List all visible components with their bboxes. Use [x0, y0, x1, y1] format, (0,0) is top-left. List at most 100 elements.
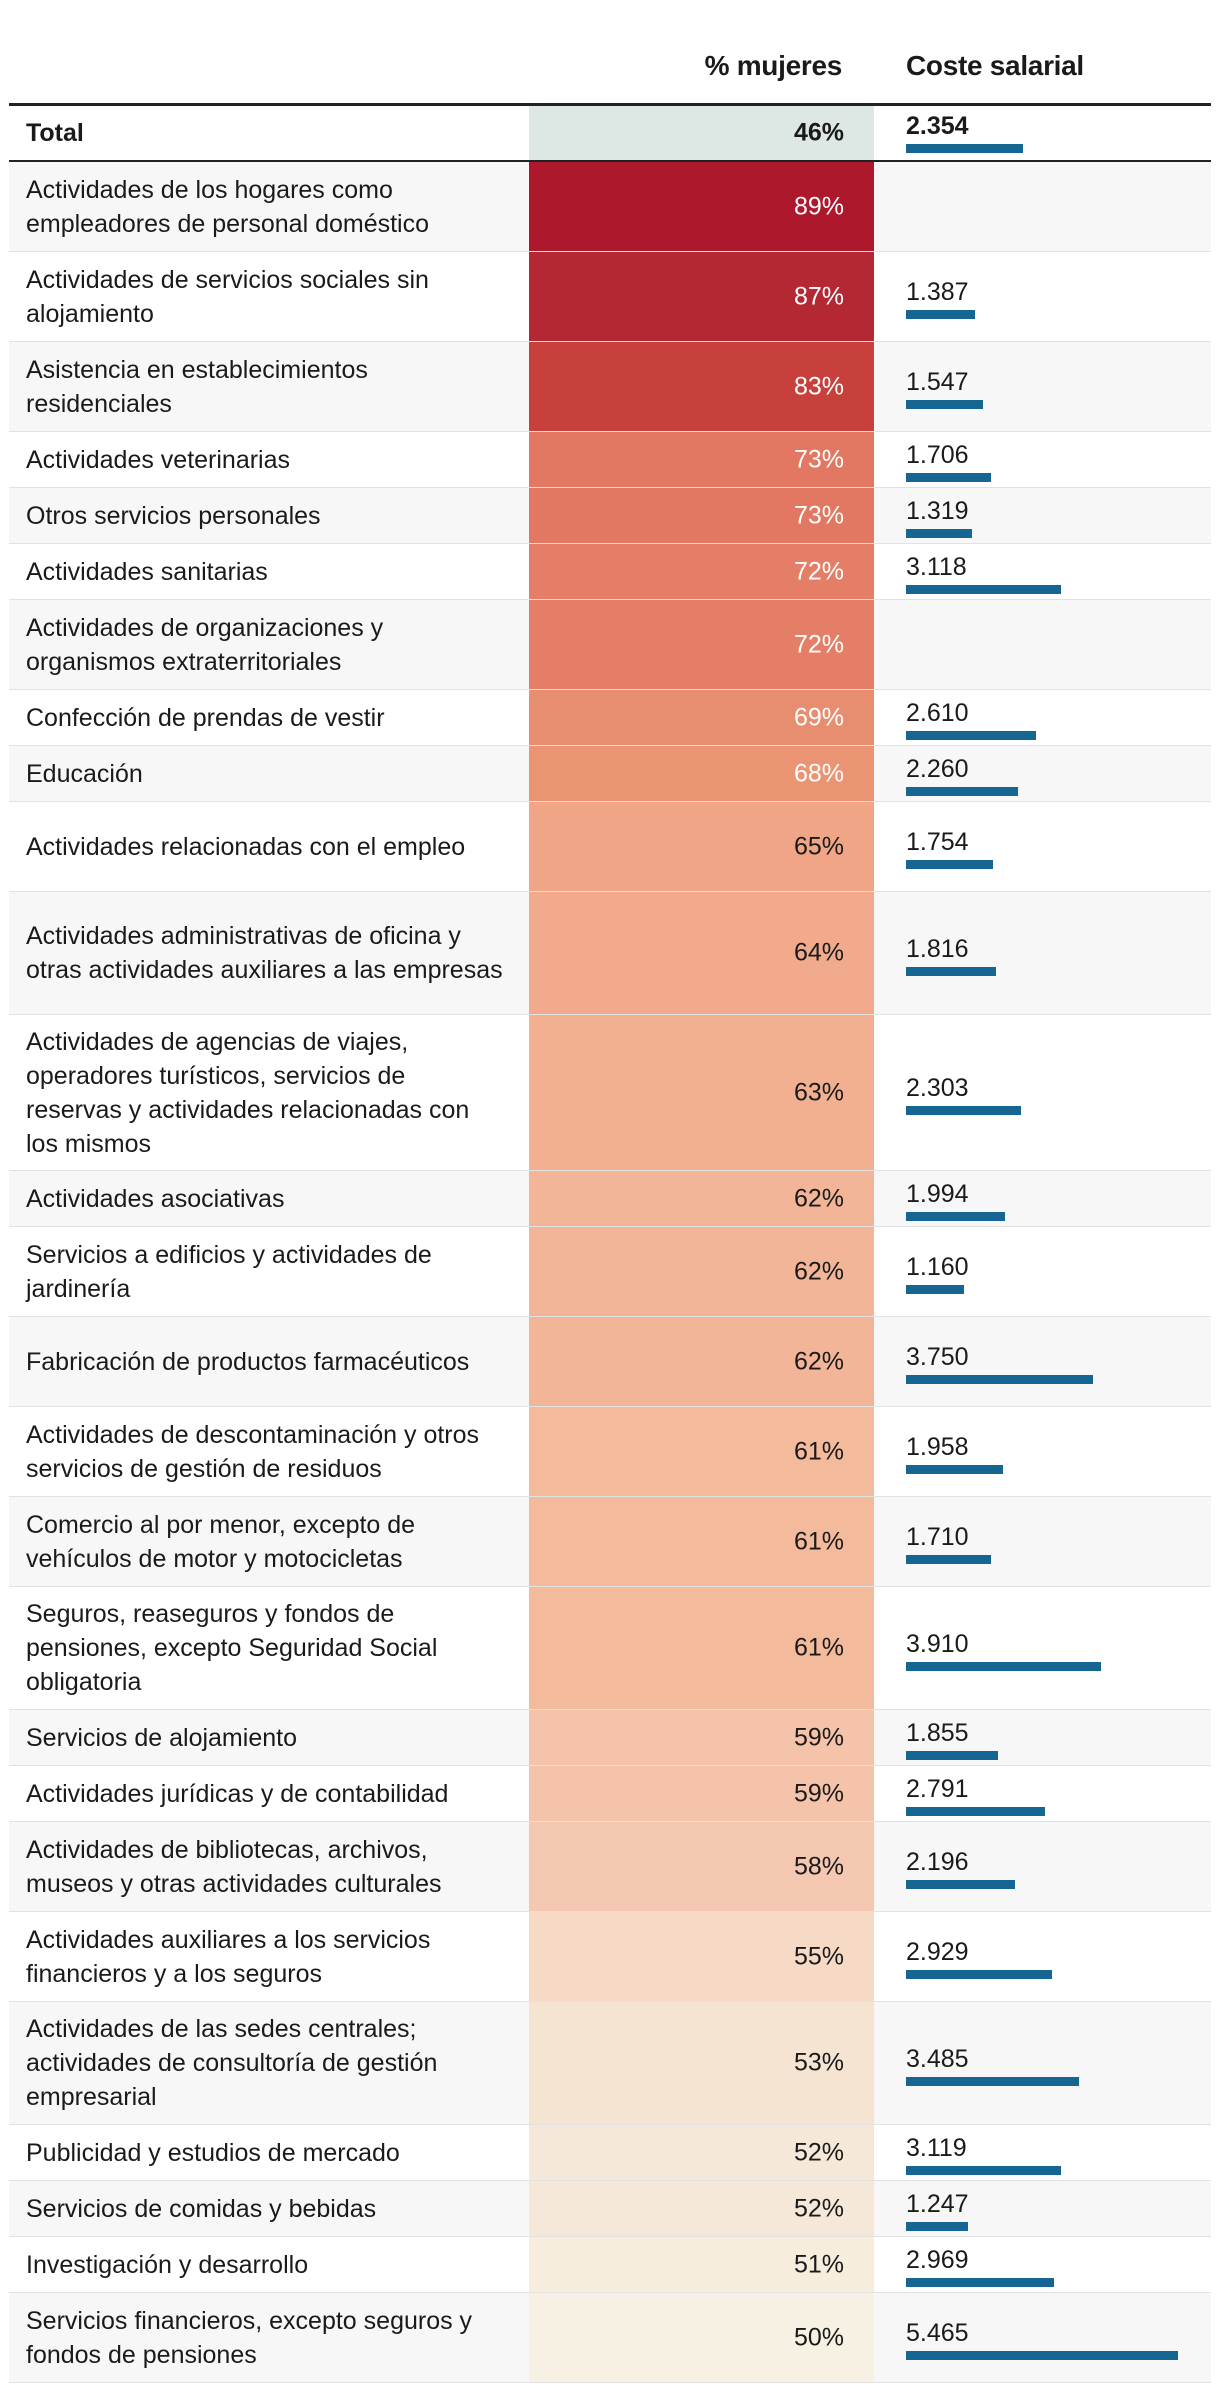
salary-cost-value: 2.196 — [906, 1848, 969, 1876]
pct-women-cell: 50% — [529, 2293, 874, 2382]
table-row: Actividades jurídicas y de contabilidad 5… — [9, 1766, 1211, 1822]
salary-cost-bar — [906, 1807, 1045, 1816]
salary-cost-bar — [906, 1212, 1005, 1221]
pct-women-value: 62% — [793, 1347, 844, 1375]
pct-women-cell: 52% — [529, 2181, 874, 2236]
table-row: Actividades asociativas 62% 1.994 — [9, 1171, 1211, 1227]
salary-cost-bar — [906, 1106, 1021, 1115]
row-label: Servicios financieros, excepto seguros y… — [26, 2306, 473, 2369]
salary-cost-value: 1.816 — [906, 935, 969, 963]
table-row: Actividades de las sedes centrales; acti… — [9, 2002, 1211, 2125]
pct-women-value: 59% — [793, 1723, 844, 1751]
table-row: Fabricación de productos farmacéuticos 62… — [9, 1317, 1211, 1407]
table-row: Publicidad y estudios de mercado 52% 3.119 — [9, 2125, 1211, 2181]
row-label: Actividades de las sedes centrales; acti… — [26, 2015, 438, 2111]
pct-women-value: 72% — [793, 630, 844, 658]
salary-cost-cell — [906, 600, 1206, 689]
salary-cost-cell: 1.387 — [906, 252, 1206, 341]
pct-women-cell: 59% — [529, 1710, 874, 1765]
table-row: Otros servicios personales 73% 1.319 — [9, 488, 1211, 544]
salary-cost-bar — [906, 1285, 964, 1294]
pct-women-cell: 83% — [529, 342, 874, 431]
row-label: Actividades asociativas — [26, 1184, 285, 1213]
salary-cost-cell: 1.160 — [906, 1227, 1206, 1316]
row-label: Actividades administrativas de oficina y… — [26, 922, 503, 984]
pct-women-cell: 61% — [529, 1407, 874, 1496]
pct-women-cell: 65% — [529, 802, 874, 891]
pct-women-cell: 59% — [529, 1766, 874, 1821]
pct-women-value: 59% — [793, 1779, 844, 1807]
salary-cost-value: 2.303 — [906, 1074, 969, 1102]
salary-cost-bar — [906, 585, 1061, 594]
salary-cost-cell: 1.754 — [906, 802, 1206, 891]
salary-cost-cell: 3.910 — [906, 1587, 1206, 1709]
row-label: Actividades de organizaciones y organism… — [26, 613, 384, 676]
table-row: Seguros, reaseguros y fondos de pensione… — [9, 1587, 1211, 1710]
pct-women-value: 63% — [793, 1078, 844, 1106]
table-row: Actividades de servicios sociales sin al… — [9, 252, 1211, 342]
salary-cost-bar — [906, 2278, 1054, 2287]
pct-women-value: 50% — [793, 2323, 844, 2351]
salary-cost-value: 2.791 — [906, 1775, 969, 1803]
salary-cost-value: 1.319 — [906, 497, 969, 525]
salary-cost-cell: 1.710 — [906, 1497, 1206, 1586]
pct-women-cell: 62% — [529, 1317, 874, 1406]
pct-women-value: 89% — [793, 192, 844, 220]
pct-women-cell: 68% — [529, 746, 874, 801]
pct-women-value: 72% — [793, 557, 844, 585]
pct-women-cell: 87% — [529, 252, 874, 341]
pct-women-value: 73% — [793, 445, 844, 473]
table-row: Servicios a edificios y actividades de j… — [9, 1227, 1211, 1317]
pct-women-value: 55% — [793, 1942, 844, 1970]
row-label: Actividades sanitarias — [26, 557, 268, 586]
pct-women-value: 52% — [793, 2138, 844, 2166]
row-label: Asistencia en establecimientos residenci… — [26, 355, 368, 418]
salary-cost-cell: 2.260 — [906, 746, 1206, 801]
table-header: % mujeres Coste salarial — [0, 0, 1220, 104]
pct-women-value: 58% — [793, 1852, 844, 1880]
salary-cost-bar — [906, 1662, 1101, 1671]
pct-women-value: 68% — [793, 759, 844, 787]
row-label: Seguros, reaseguros y fondos de pensione… — [26, 1600, 438, 1696]
row-label: Servicios de comidas y bebidas — [26, 2194, 377, 2223]
salary-cost-bar — [906, 967, 996, 976]
row-label: Confección de prendas de vestir — [26, 703, 385, 732]
pct-women-cell: 72% — [529, 544, 874, 599]
pct-women-value: 65% — [793, 832, 844, 860]
pct-women-cell: 58% — [529, 1822, 874, 1911]
pct-women-cell: 64% — [529, 892, 874, 1014]
salary-cost-bar — [906, 310, 975, 319]
table-row: Actividades de descontaminación y otros … — [9, 1407, 1211, 1497]
salary-cost-cell: 3.119 — [906, 2125, 1206, 2180]
pct-women-value: 46% — [793, 118, 844, 147]
salary-cost-bar — [906, 1880, 1015, 1889]
table-row: Servicios financieros, excepto seguros y… — [9, 2293, 1211, 2383]
table-row: Educación 68% 2.260 — [9, 746, 1211, 802]
salary-cost-cell: 1.247 — [906, 2181, 1206, 2236]
salary-cost-cell: 1.855 — [906, 1710, 1206, 1765]
pct-women-cell: 61% — [529, 1587, 874, 1709]
pct-women-cell: 62% — [529, 1171, 874, 1226]
row-label: Actividades de servicios sociales sin al… — [26, 265, 429, 328]
table-row: Actividades de agencias de viajes, opera… — [9, 1015, 1211, 1171]
row-label: Servicios a edificios y actividades de j… — [26, 1240, 432, 1303]
salary-cost-bar — [906, 2077, 1079, 2086]
salary-cost-value: 3.485 — [906, 2045, 969, 2073]
pct-women-cell: 51% — [529, 2237, 874, 2292]
table-row: Servicios de comidas y bebidas 52% 1.247 — [9, 2181, 1211, 2237]
pct-women-value: 64% — [793, 938, 844, 967]
pct-women-cell: 61% — [529, 1497, 874, 1586]
pct-women-cell: 73% — [529, 488, 874, 543]
pct-women-value: 51% — [793, 2250, 844, 2278]
total-row: Total 46% 2.354 — [9, 106, 1211, 162]
table-row: Actividades administrativas de oficina y… — [9, 892, 1211, 1015]
pct-women-cell: 55% — [529, 1912, 874, 2001]
salary-cost-value: 2.929 — [906, 1938, 969, 1966]
table-row: Asistencia en establecimientos residenci… — [9, 342, 1211, 432]
salary-cost-value: 2.260 — [906, 755, 969, 783]
salary-cost-cell: 3.485 — [906, 2002, 1206, 2124]
salary-cost-value: 2.354 — [906, 112, 969, 140]
pct-women-cell: 46% — [529, 106, 874, 160]
